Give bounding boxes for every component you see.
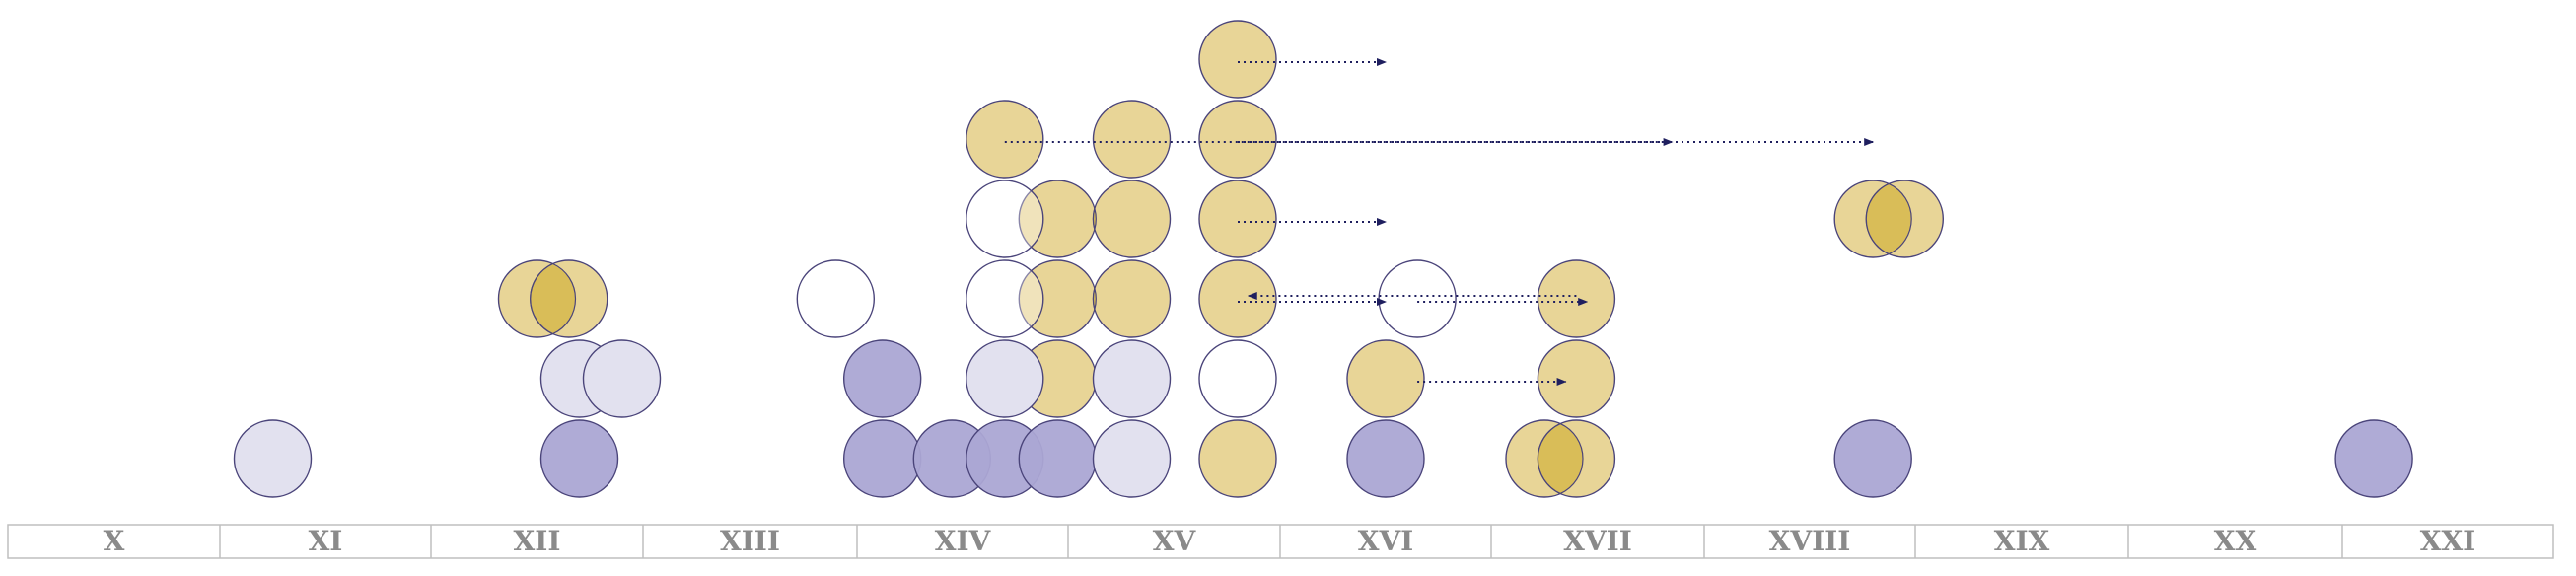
century-label-xix: XIX: [1994, 525, 2050, 557]
lavender-dot: [966, 339, 1044, 418]
century-label-xvi: XVI: [1358, 525, 1414, 557]
gold-dot: [966, 100, 1044, 179]
gold-dot: [1537, 259, 1616, 338]
gold-overlap-lens: [1092, 206, 1097, 232]
purple-dot: [1833, 419, 1912, 498]
century-label-xxi: XXI: [2420, 525, 2476, 557]
gold-dot: [1198, 419, 1277, 498]
purple-dot: [1346, 419, 1425, 498]
gold-dot: [1346, 339, 1425, 418]
hollow-dot: [966, 180, 1044, 258]
gold-dot: [1198, 20, 1277, 99]
gold-dot: [1198, 259, 1277, 338]
gold-overlap-lens: [1092, 286, 1097, 312]
points-layer: [233, 20, 2413, 498]
gold-overlap-lens: [1865, 182, 1912, 255]
lavender-dot: [1092, 419, 1172, 498]
gold-dot: [1198, 100, 1277, 179]
century-label-xv: XV: [1153, 525, 1197, 557]
century-label-xx: XX: [2214, 525, 2257, 557]
century-label-x: X: [104, 525, 125, 557]
lavender-dot: [233, 419, 313, 498]
hollow-dot: [796, 259, 875, 338]
purple-dot: [842, 339, 922, 418]
purple-dot: [539, 419, 619, 498]
lavender-dot: [582, 339, 662, 418]
hollow-dot: [1378, 259, 1457, 338]
lavender-dot: [1092, 339, 1172, 418]
gold-dot: [1092, 259, 1172, 338]
hollow-dot: [966, 259, 1044, 338]
gold-dot: [1092, 180, 1172, 258]
gold-dot: [1537, 339, 1616, 418]
purple-dot: [1018, 419, 1098, 498]
century-label-xi: XI: [309, 525, 343, 557]
century-label-xviii: XVIII: [1769, 525, 1851, 557]
purple-dot: [842, 419, 922, 498]
century-label-xiii: XIII: [720, 525, 780, 557]
century-label-xiv: XIV: [935, 525, 992, 557]
century-axis: X XI XII XIII XIV XV XVI XVII XVIII XIX XX XXI: [7, 524, 2554, 559]
arrows-layer: [1004, 58, 1875, 386]
gold-dot: [1198, 180, 1277, 258]
gold-overlap-lens: [1537, 422, 1584, 495]
century-label-xii: XII: [514, 525, 561, 557]
gold-overlap-lens: [530, 262, 577, 335]
century-label-xvii: XVII: [1563, 525, 1632, 557]
hollow-dot: [1198, 339, 1277, 418]
purple-dot: [2334, 419, 2413, 498]
gold-dot: [1092, 100, 1172, 179]
